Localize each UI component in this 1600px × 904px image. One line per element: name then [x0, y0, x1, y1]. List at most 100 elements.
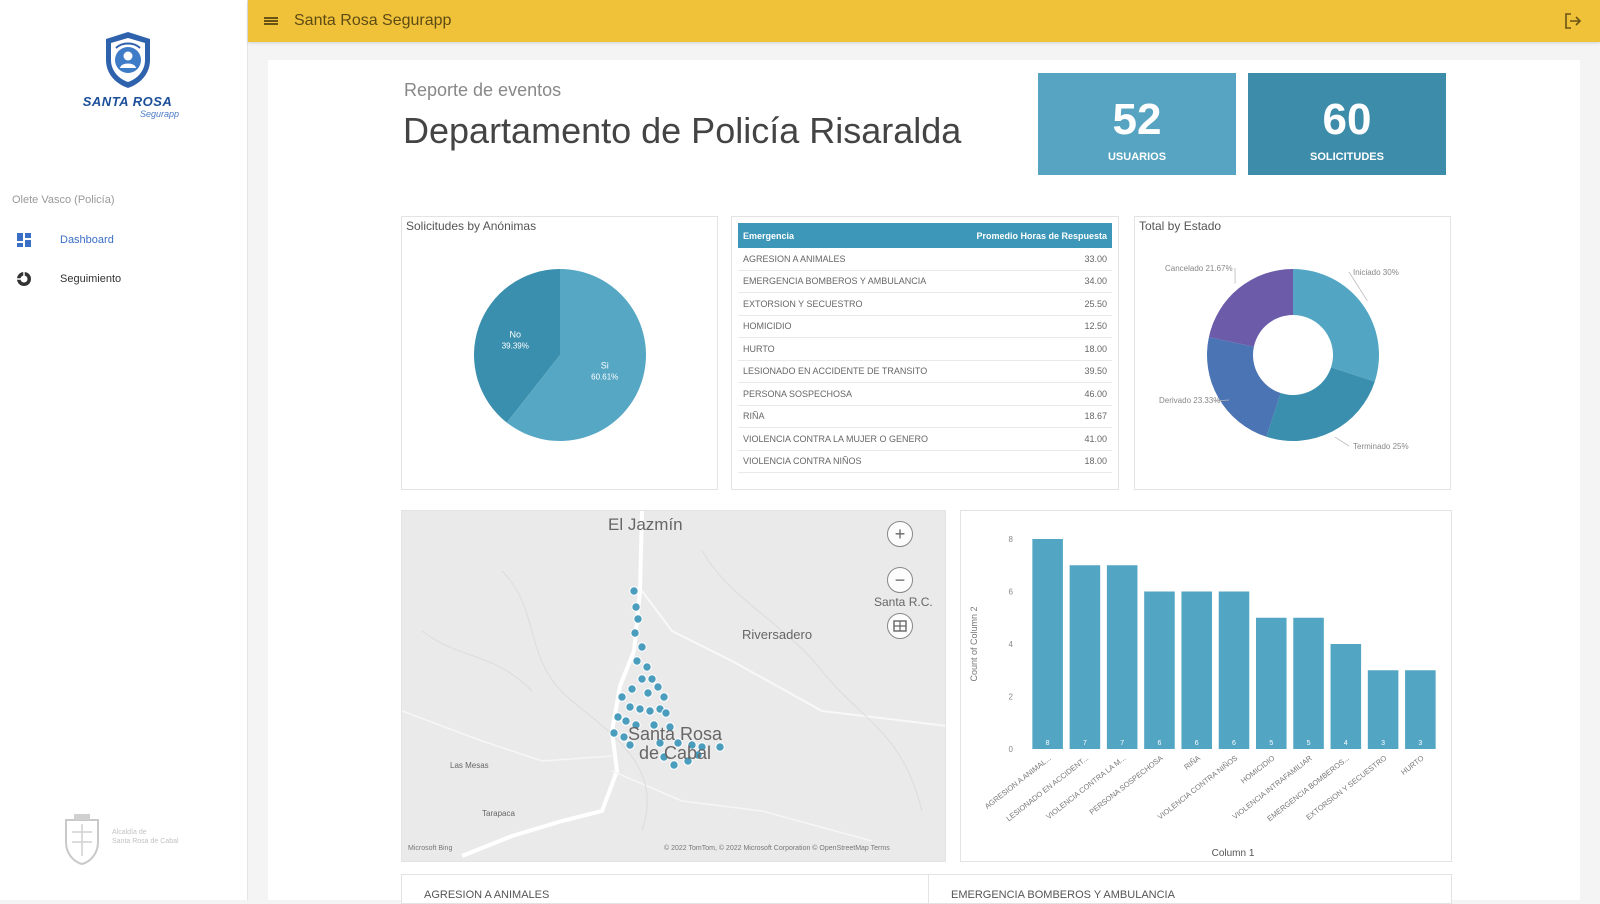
- emergency-name-cell: AGRESION A ANIMALES: [743, 254, 846, 264]
- map-event-point[interactable]: [643, 663, 651, 671]
- map-event-point[interactable]: [662, 709, 670, 717]
- bar[interactable]: [1070, 565, 1101, 749]
- zoom-out-button[interactable]: −: [887, 567, 913, 593]
- footer-text-line: Santa Rosa de Cabal: [112, 837, 179, 846]
- report-subtitle: Reporte de eventos: [404, 80, 561, 101]
- santa-rosa-logo[interactable]: SANTA ROSA Segurapp: [70, 30, 185, 125]
- x-tick-label: AGRESION A ANIMAL...: [983, 753, 1053, 810]
- bar-data-label: 3: [1381, 740, 1385, 747]
- donut-slice[interactable]: [1209, 269, 1293, 347]
- emergency-name-cell: RIÑA: [743, 411, 765, 421]
- page-title: Departamento de Policía Risaralda: [403, 110, 961, 152]
- donut-slice-label: Derivado 23.33%: [1159, 396, 1220, 405]
- table-row[interactable]: HOMICIDIO 12.50: [738, 316, 1112, 339]
- map-event-point[interactable]: [633, 657, 641, 665]
- map-event-point[interactable]: [628, 685, 636, 693]
- map-event-point[interactable]: [660, 693, 668, 701]
- logout-icon[interactable]: [1564, 12, 1582, 30]
- emergency-name-cell: HURTO: [743, 344, 775, 354]
- map-event-point[interactable]: [618, 693, 626, 701]
- map-view-toggle-button[interactable]: [887, 613, 913, 639]
- map-event-point[interactable]: [610, 729, 618, 737]
- pie-slice-percent: 39.39%: [502, 342, 529, 351]
- map-event-point[interactable]: [630, 587, 638, 595]
- average-hours-cell: 33.00: [1084, 254, 1107, 264]
- bar-data-label: 5: [1307, 740, 1311, 747]
- kpi-value: 52: [1038, 95, 1236, 145]
- map-event-point[interactable]: [644, 689, 652, 697]
- map-provider-logo: Microsoft Bing: [408, 845, 452, 852]
- bar-data-label: 4: [1344, 740, 1348, 747]
- x-axis-label: Column 1: [1212, 848, 1255, 859]
- map-label-riversadero: Riversadero: [742, 627, 812, 642]
- map-event-point[interactable]: [626, 703, 634, 711]
- x-tick-label: PERSONA SOSPECHOSA: [1088, 753, 1165, 816]
- donut-leader-line: [1335, 437, 1349, 446]
- donut-slice[interactable]: [1207, 337, 1281, 437]
- column-header-average-hours[interactable]: Promedio Horas de Respuesta: [976, 231, 1107, 241]
- map-event-point[interactable]: [638, 675, 646, 683]
- category-card-title: EMERGENCIA BOMBEROS Y AMBULANCIA: [951, 889, 1175, 901]
- average-hours-cell: 25.50: [1084, 299, 1107, 309]
- average-hours-cell: 41.00: [1084, 434, 1107, 444]
- map-event-point[interactable]: [632, 603, 640, 611]
- donut-slice[interactable]: [1266, 367, 1374, 441]
- bar[interactable]: [1107, 565, 1138, 749]
- zoom-in-button[interactable]: +: [887, 521, 913, 547]
- bar-data-label: 7: [1083, 740, 1087, 747]
- y-tick-label: 6: [1009, 588, 1014, 597]
- donut-chart: Iniciado 30%Terminado 25%Derivado 23.33%…: [1135, 217, 1452, 491]
- map-event-point[interactable]: [654, 683, 662, 691]
- top-app-bar: Santa Rosa Segurapp: [248, 0, 1600, 42]
- bar[interactable]: [1032, 539, 1063, 749]
- donut-chart-panel[interactable]: Total by Estado Iniciado 30%Terminado 25…: [1134, 216, 1451, 490]
- donut-slice[interactable]: [1293, 269, 1379, 382]
- map-attribution[interactable]: © 2022 TomTom, © 2022 Microsoft Corporat…: [664, 845, 890, 852]
- bar[interactable]: [1405, 670, 1436, 749]
- bar-data-label: 5: [1269, 740, 1273, 747]
- map-event-point[interactable]: [648, 675, 656, 683]
- map-event-point[interactable]: [634, 615, 642, 623]
- bar[interactable]: [1368, 670, 1399, 749]
- y-tick-label: 0: [1009, 745, 1014, 754]
- sidebar-item-label: Dashboard: [60, 234, 114, 246]
- sidebar-item-seguimiento[interactable]: Seguimiento: [0, 265, 246, 293]
- map-event-point[interactable]: [614, 713, 622, 721]
- map-event-point[interactable]: [646, 707, 654, 715]
- map-panel[interactable]: El Jazmín Santa R.C. Riversadero Santa R…: [401, 510, 946, 862]
- bar[interactable]: [1144, 592, 1175, 750]
- map-event-point[interactable]: [631, 629, 639, 637]
- bar[interactable]: [1331, 644, 1362, 749]
- average-hours-cell: 18.67: [1084, 411, 1107, 421]
- hamburger-menu-icon[interactable]: [262, 14, 280, 28]
- bar[interactable]: [1256, 618, 1287, 749]
- sidebar-item-dashboard[interactable]: Dashboard: [0, 226, 246, 254]
- average-hours-cell: 18.00: [1084, 456, 1107, 466]
- table-row[interactable]: RIÑA 18.67: [738, 406, 1112, 429]
- table-row[interactable]: VIOLENCIA CONTRA LA MUJER O GENERO 41.00: [738, 428, 1112, 451]
- pie-slice-label: Si: [601, 360, 609, 370]
- response-time-table-panel[interactable]: Emergencia Promedio Horas de Respuesta A…: [731, 216, 1119, 490]
- bar[interactable]: [1293, 618, 1324, 749]
- emergency-name-cell: VIOLENCIA CONTRA LA MUJER O GENERO: [743, 434, 928, 444]
- table-row[interactable]: AGRESION A ANIMALES 33.00: [738, 248, 1112, 271]
- map-label-tarapaca: Tarapaca: [482, 809, 515, 818]
- emergency-name-cell: HOMICIDIO: [743, 321, 792, 331]
- pie-slice-label: No: [510, 330, 522, 340]
- bar[interactable]: [1219, 592, 1250, 750]
- column-header-emergency[interactable]: Emergencia: [743, 231, 794, 241]
- map-event-point[interactable]: [638, 643, 646, 651]
- bar[interactable]: [1181, 592, 1212, 750]
- map-event-point[interactable]: [636, 705, 644, 713]
- table-header[interactable]: Emergencia Promedio Horas de Respuesta: [738, 223, 1112, 248]
- average-hours-cell: 12.50: [1084, 321, 1107, 331]
